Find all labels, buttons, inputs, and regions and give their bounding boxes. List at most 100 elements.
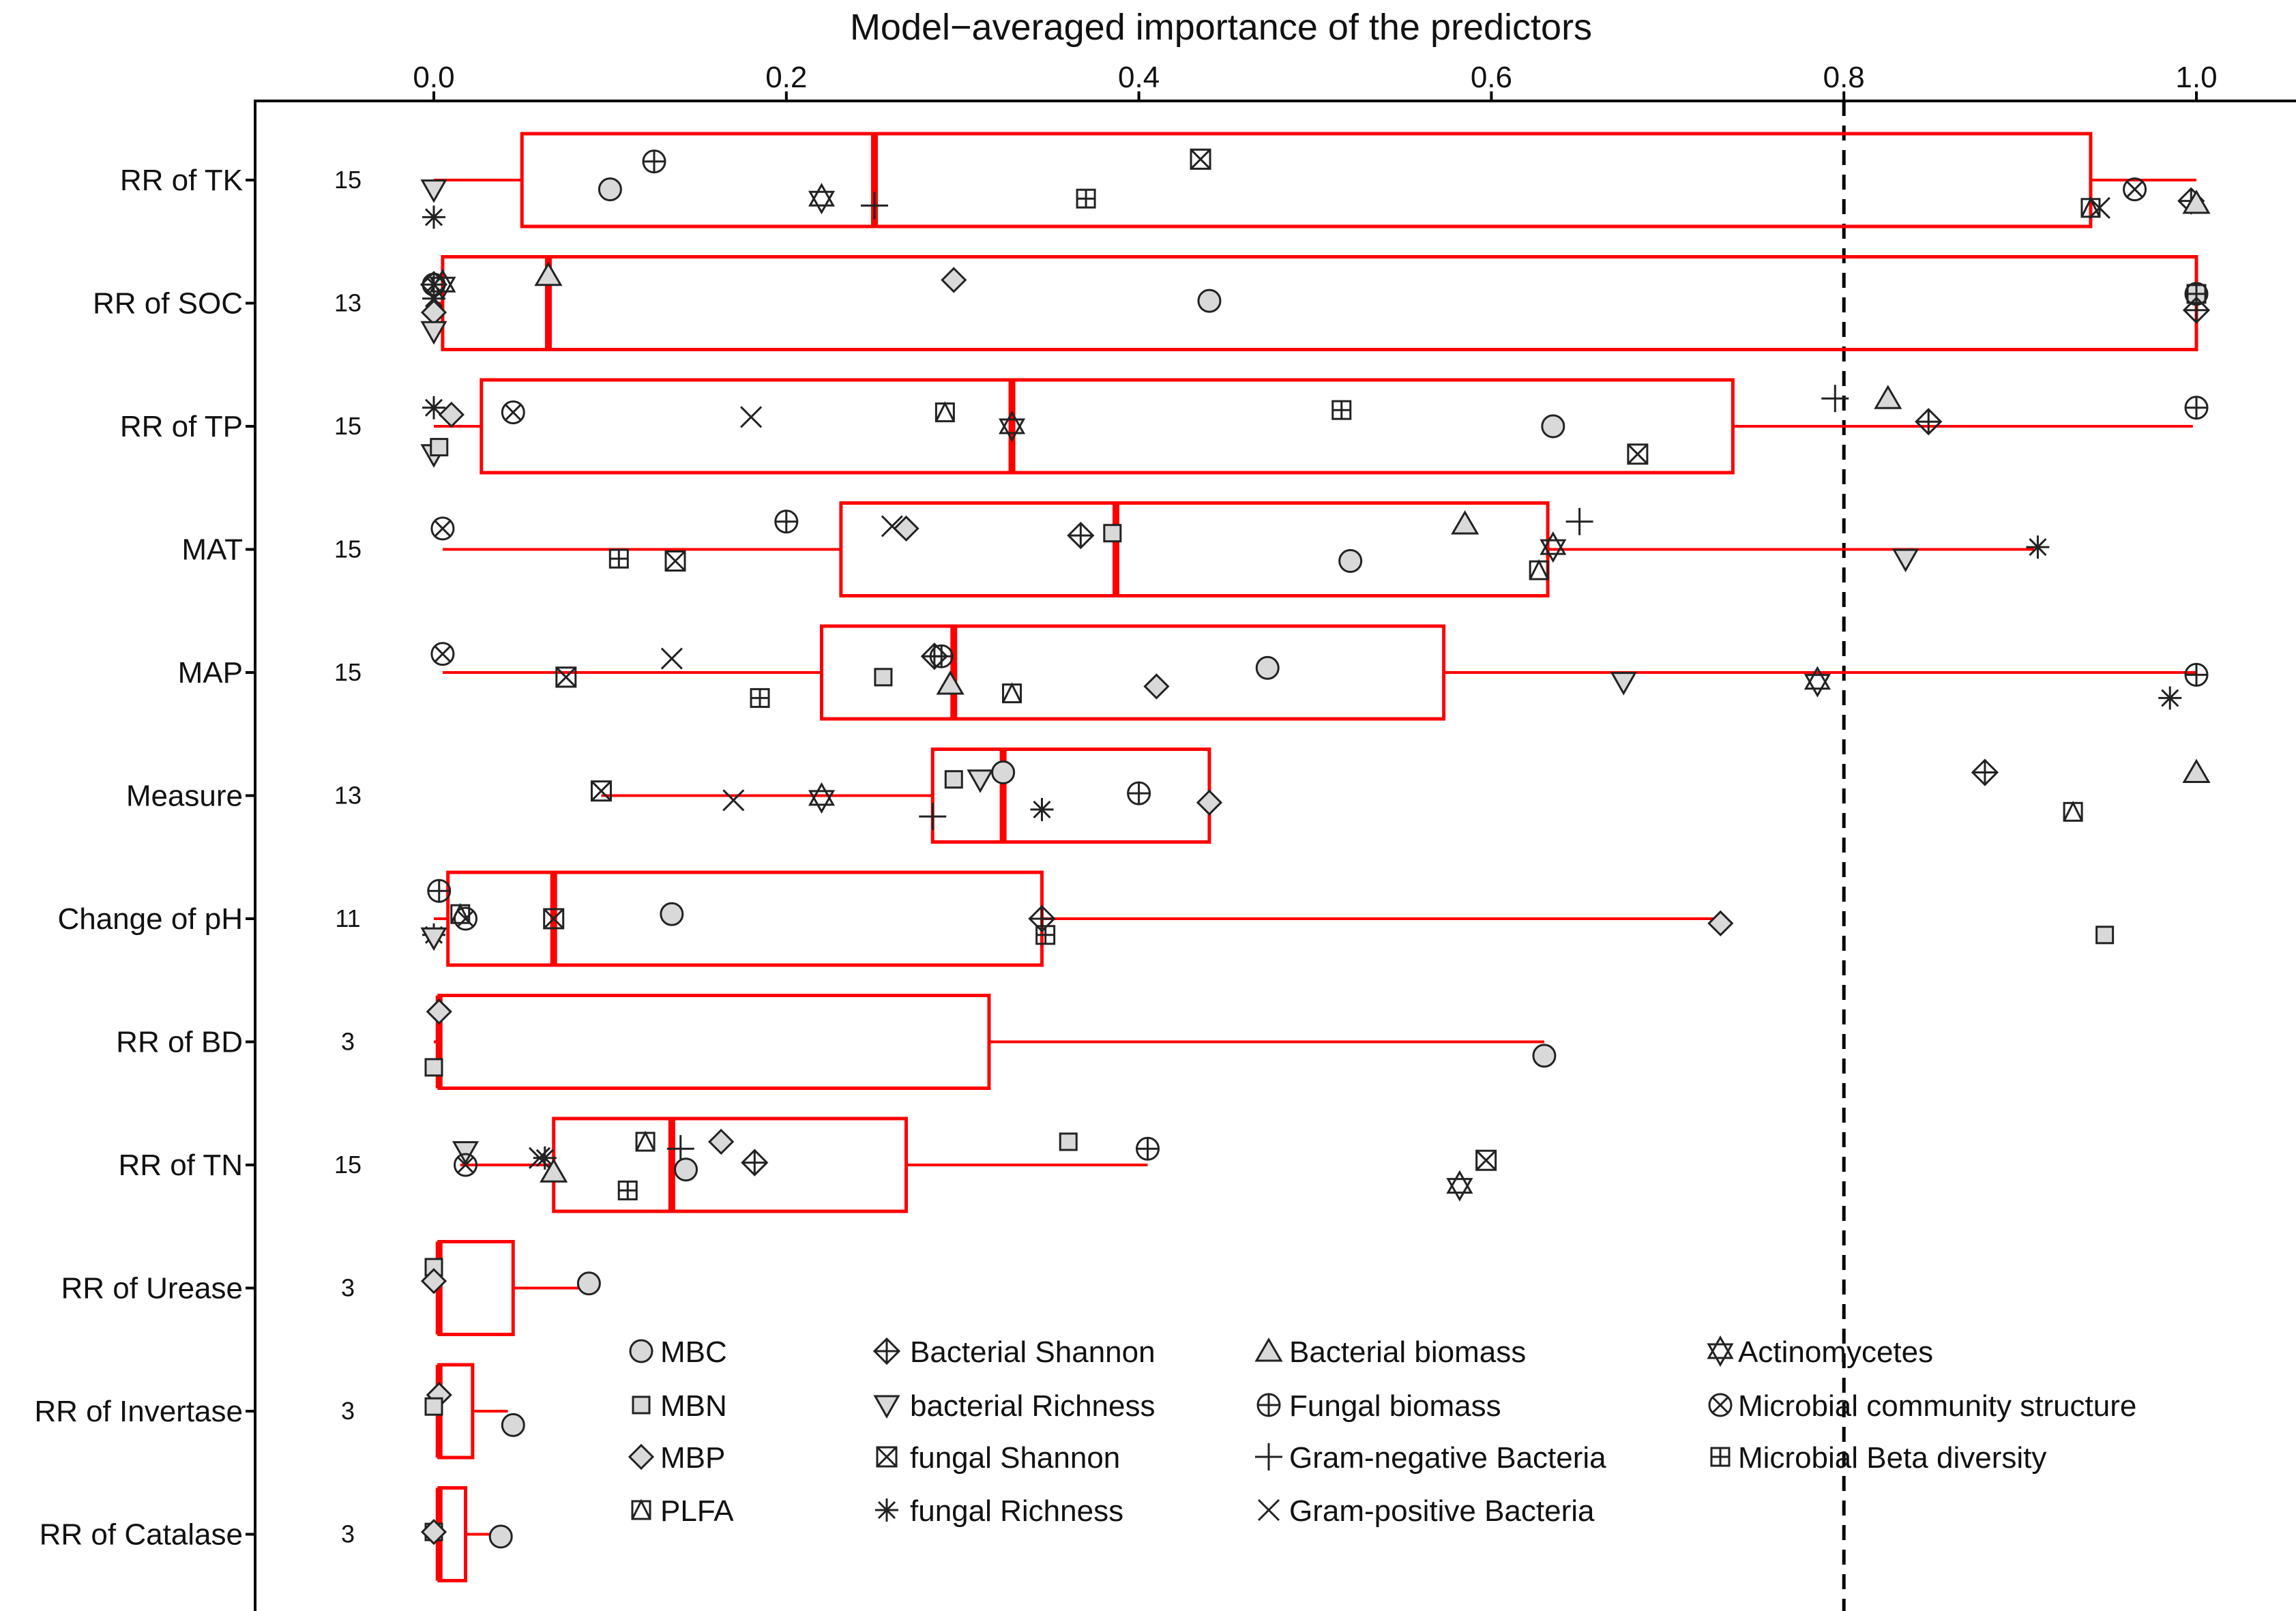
iqr-box	[520, 132, 2093, 228]
marker-stroke	[425, 276, 443, 293]
iqr-box	[437, 994, 991, 1090]
marker-stroke	[1711, 1396, 1729, 1414]
mbc-mark	[1197, 289, 1222, 313]
mbn-mark	[1059, 1132, 1078, 1151]
legend-label: MBP	[660, 1441, 725, 1475]
point-fbio	[2184, 662, 2209, 687]
plfa-tri	[1002, 682, 1022, 703]
bbio-mark	[2182, 758, 2211, 783]
x-tick-label: 1.0	[2175, 61, 2217, 94]
marker-stroke	[1475, 1150, 1497, 1171]
mbn-mark	[424, 1058, 443, 1077]
mbc-mark	[488, 1524, 513, 1549]
point-mbeta	[750, 688, 770, 708]
point-fri	[1030, 797, 1054, 821]
point-act	[1540, 531, 1567, 563]
plfa-tri	[935, 401, 955, 422]
plfa-tri	[635, 1130, 656, 1151]
marker-stroke	[881, 515, 903, 537]
point-bsh	[1067, 521, 1095, 550]
point-mbc	[1338, 549, 1363, 573]
legend-label: MBC	[660, 1335, 727, 1369]
plfa-box	[631, 1500, 651, 1520]
point-fri	[2026, 535, 2050, 559]
mbn-mark	[1103, 524, 1122, 543]
point-mbc	[1541, 414, 1565, 439]
point-bbio	[936, 670, 965, 695]
point-mbeta	[617, 1180, 638, 1200]
mbc-mark	[629, 1339, 653, 1363]
row-label: RR of BD	[116, 1026, 243, 1059]
point-fsh	[1190, 148, 1211, 170]
x-tick-label: 0.0	[413, 61, 454, 94]
fsh-box	[876, 1446, 898, 1468]
mbc-mark	[991, 760, 1016, 784]
mbp-mark	[628, 1443, 655, 1470]
legend-marker-mbp	[628, 1443, 655, 1470]
point-bbio	[2182, 190, 2211, 214]
bbio-mark	[936, 670, 965, 695]
point-mcs	[430, 642, 455, 666]
bbio-mark	[540, 1158, 568, 1183]
row-n-label: 3	[341, 1274, 355, 1302]
point-mcs	[501, 400, 525, 425]
act-up	[808, 782, 836, 806]
marker-stroke	[664, 550, 686, 572]
mbn-mark	[944, 770, 963, 789]
marker-stroke	[457, 1156, 474, 1174]
marker-stroke	[740, 406, 763, 428]
marker-stroke	[591, 780, 612, 801]
point-plfa	[2063, 800, 2083, 822]
iqr-box	[480, 378, 1735, 475]
marker-stroke	[434, 645, 451, 662]
marker-stroke	[434, 520, 451, 537]
row-n-label: 15	[334, 166, 362, 194]
act-down	[808, 790, 836, 814]
act-up	[1540, 531, 1567, 555]
marker-stroke	[1190, 149, 1211, 170]
iqr-box	[819, 624, 1446, 721]
point-mbeta	[1076, 188, 1096, 209]
legend-marker-fri	[875, 1498, 898, 1522]
legend-label: Microbial community structure	[1738, 1389, 2136, 1423]
point-fsh	[543, 908, 565, 930]
mcs-circle	[454, 1153, 478, 1177]
point-fbio	[1136, 1136, 1160, 1161]
act-down	[1540, 539, 1567, 563]
marker-stroke	[876, 1446, 898, 1468]
mbc-mark	[1255, 655, 1280, 680]
point-plfa	[1529, 559, 1549, 580]
iqr-box	[839, 501, 1550, 597]
mbp-mark	[420, 1518, 447, 1546]
point-gn	[666, 1135, 694, 1163]
legend-label: bacterial Richness	[910, 1389, 1156, 1423]
mbn-mark	[424, 1397, 443, 1416]
point-mbn	[430, 438, 449, 457]
point-bsh	[1971, 758, 1999, 786]
plfa-tri	[1529, 559, 1549, 580]
chart-title: Model−averaged importance of the predict…	[850, 7, 1592, 48]
mbc-mark	[598, 177, 622, 202]
point-mbn	[2095, 926, 2115, 945]
legend-label: MBN	[660, 1389, 727, 1423]
point-plfa	[1002, 682, 1022, 704]
plfa-box	[1529, 560, 1549, 580]
row-n-label: 15	[334, 1151, 362, 1179]
marker-stroke	[505, 404, 522, 421]
point-bbio	[2182, 758, 2211, 783]
legend-label: PLFA	[660, 1494, 734, 1528]
row-label: RR of TN	[118, 1149, 243, 1182]
marker-stroke	[2126, 181, 2143, 198]
act-up	[1446, 1170, 1473, 1194]
point-mbeta	[608, 548, 629, 569]
mbc-mark	[576, 1271, 601, 1296]
point-bri	[420, 179, 447, 203]
bbio-mark	[1254, 1337, 1283, 1362]
point-fsh	[1475, 1149, 1497, 1171]
point-mbp	[941, 267, 967, 293]
marker-stroke	[722, 789, 745, 812]
point-fsh	[664, 550, 686, 572]
x-tick-label: 0.6	[1471, 61, 1512, 94]
iqr-box	[446, 870, 1044, 967]
point-act	[998, 410, 1026, 443]
